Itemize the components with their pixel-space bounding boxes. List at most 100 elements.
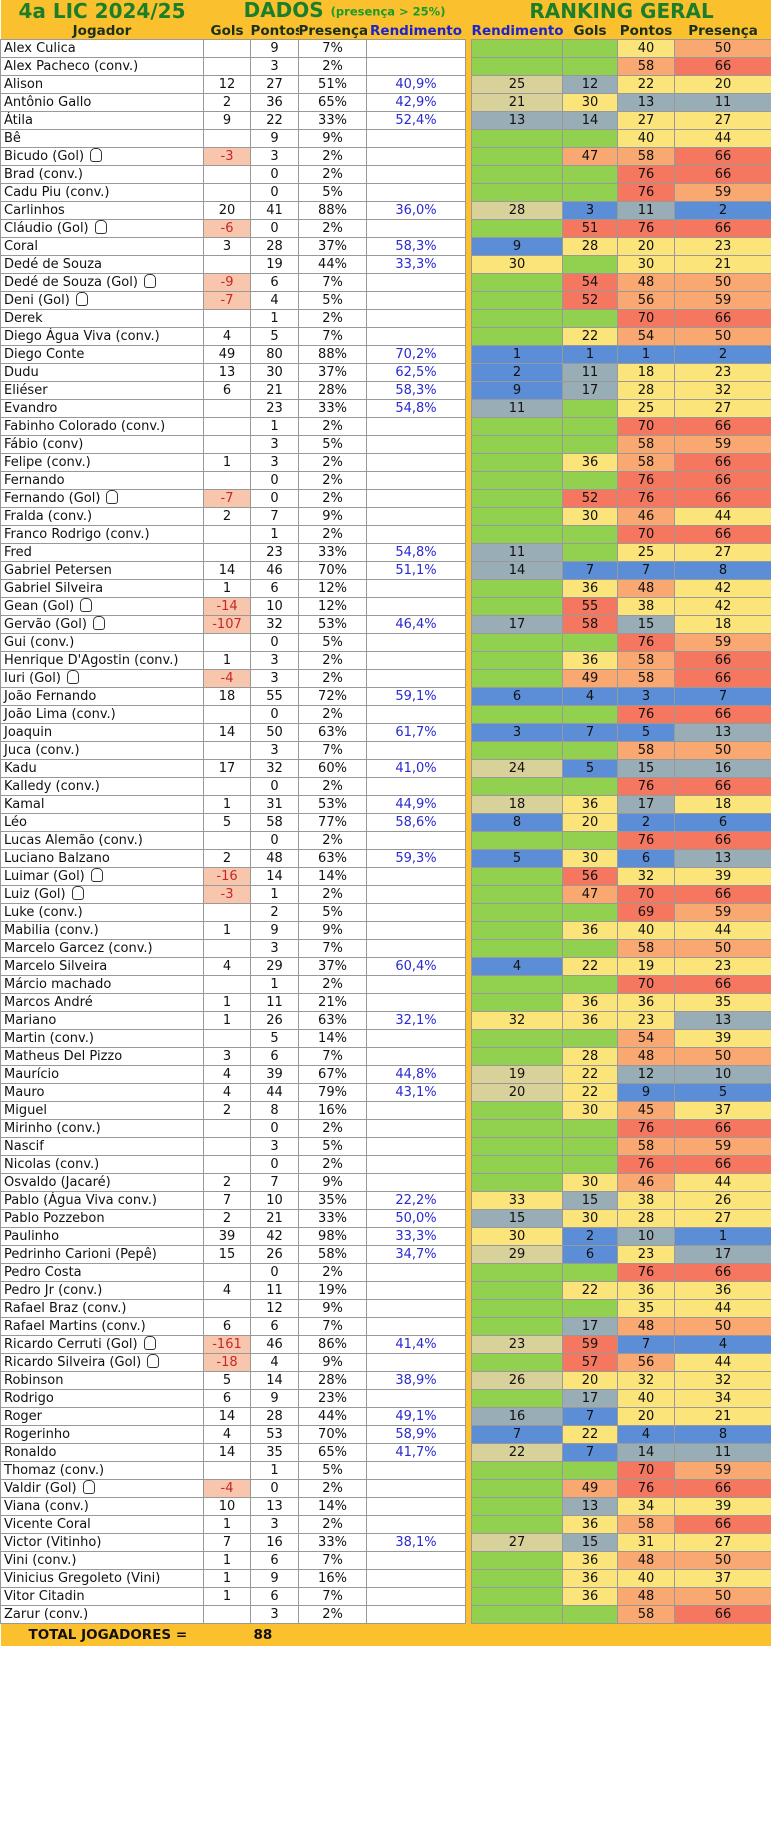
player-name-cell: Thomaz (conv.) — [0, 1461, 204, 1480]
player-name-cell: Joaquin — [0, 723, 204, 742]
rank-gols-cell: 36 — [562, 993, 619, 1012]
rank-gols-cell: 6 — [562, 1245, 619, 1264]
rendimento-cell: 62,5% — [365, 363, 467, 382]
presenca-cell: 67% — [298, 1065, 367, 1084]
rank-pontos-cell: 15 — [617, 759, 676, 778]
pontos-cell: 26 — [250, 1011, 299, 1030]
presenca-cell: 7% — [298, 327, 367, 346]
rank-pontos-cell: 32 — [617, 1371, 676, 1390]
goalkeeper-glove-icon — [71, 886, 84, 900]
pontos-cell: 32 — [250, 759, 299, 778]
pontos-cell: 2 — [250, 903, 299, 922]
rank-gols-cell: 54 — [562, 273, 619, 292]
gols-cell: 5 — [203, 813, 251, 832]
player-name: Diego Água Viva (conv.) — [4, 328, 160, 344]
goalkeeper-glove-icon — [94, 220, 107, 234]
pontos-cell: 14 — [250, 867, 299, 886]
rendimento-cell — [365, 1155, 467, 1174]
rendimento-cell: 38,9% — [365, 1371, 467, 1390]
table-row: Vinicius Gregoleto (Vini) 1 9 16% 36 40 37 — [0, 1569, 771, 1588]
rendimento-cell: 49,1% — [365, 1407, 467, 1426]
pontos-cell: 29 — [250, 957, 299, 976]
col-header-jogador: Jogador — [0, 22, 204, 40]
player-name-cell: Nascif — [0, 1137, 204, 1156]
rank-pontos-cell: 58 — [617, 741, 676, 760]
rank-presenca-cell: 7 — [674, 687, 771, 706]
rank-presenca-cell: 66 — [674, 975, 771, 994]
presenca-cell: 65% — [298, 1443, 367, 1462]
rank-pontos-cell: 22 — [617, 75, 676, 94]
rank-presenca-cell: 66 — [674, 147, 771, 166]
total-count: 88 — [250, 1623, 299, 1646]
rank-gols-cell — [562, 471, 619, 490]
presenca-cell: 7% — [298, 1317, 367, 1336]
rendimento-cell: 46,4% — [365, 615, 467, 634]
gols-cell: -9 — [203, 273, 251, 292]
rank-pontos-cell: 40 — [617, 39, 676, 58]
presenca-cell: 16% — [298, 1101, 367, 1120]
player-name-cell: Antônio Gallo — [0, 93, 204, 112]
rank-pontos-cell: 48 — [617, 1587, 676, 1606]
table-row: Zarur (conv.) 3 2% 58 66 — [0, 1605, 771, 1624]
rank-pontos-cell: 2 — [617, 813, 676, 832]
rank-rendimento-cell: 9 — [471, 381, 564, 400]
rank-gols-cell — [562, 165, 619, 184]
rank-rendimento-cell: 27 — [471, 1533, 564, 1552]
player-name-cell: Kamal — [0, 795, 204, 814]
rank-presenca-cell: 66 — [674, 831, 771, 850]
rendimento-cell — [365, 435, 467, 454]
table-row: Gean (Gol) -14 10 12% 55 38 42 — [0, 597, 771, 616]
rank-rendimento-cell — [471, 597, 564, 616]
rendimento-cell — [365, 183, 467, 202]
rank-gols-cell: 36 — [562, 579, 619, 598]
rank-pontos-cell: 12 — [617, 1065, 676, 1084]
table-row: Luiz (Gol) -3 1 2% 47 70 66 — [0, 885, 771, 904]
rank-rendimento-cell: 11 — [471, 399, 564, 418]
rank-pontos-cell: 54 — [617, 327, 676, 346]
rank-presenca-cell: 27 — [674, 1533, 771, 1552]
presenca-cell: 2% — [298, 975, 367, 994]
presenca-cell: 98% — [298, 1227, 367, 1246]
player-name-cell: Cláudio (Gol) — [0, 219, 204, 238]
rank-presenca-cell: 59 — [674, 1461, 771, 1480]
table-row: Léo 5 58 77% 58,6% 8 20 2 6 — [0, 813, 771, 832]
pontos-cell: 21 — [250, 1209, 299, 1228]
presenca-cell: 65% — [298, 93, 367, 112]
rank-gols-cell — [562, 939, 619, 958]
player-name: Juca (conv.) — [4, 742, 80, 758]
gols-cell: 1 — [203, 453, 251, 472]
rank-rendimento-cell — [471, 633, 564, 652]
pontos-cell: 36 — [250, 93, 299, 112]
table-row: Osvaldo (Jacaré) 2 7 9% 30 46 44 — [0, 1173, 771, 1192]
table-row: Ronaldo 14 35 65% 41,7% 22 7 14 11 — [0, 1443, 771, 1462]
player-name: Marcos André — [4, 994, 93, 1010]
pontos-cell: 41 — [250, 201, 299, 220]
player-name-cell: Átila — [0, 111, 204, 130]
rendimento-cell — [365, 147, 467, 166]
rank-rendimento-cell — [471, 1587, 564, 1606]
pontos-cell: 1 — [250, 885, 299, 904]
rank-presenca-cell: 2 — [674, 201, 771, 220]
rank-gols-cell — [562, 1119, 619, 1138]
presenca-cell: 2% — [298, 1155, 367, 1174]
pontos-cell: 28 — [250, 1407, 299, 1426]
presenca-cell: 63% — [298, 1011, 367, 1030]
rank-gols-cell: 22 — [562, 1065, 619, 1084]
player-name-cell: Pablo (Água Viva conv.) — [0, 1191, 204, 1210]
player-name: Márcio machado — [4, 976, 112, 992]
table-row: Rogerinho 4 53 70% 58,9% 7 22 4 8 — [0, 1425, 771, 1444]
rank-pontos-cell: 48 — [617, 1551, 676, 1570]
pontos-cell: 35 — [250, 1443, 299, 1462]
player-name-cell: Valdir (Gol) — [0, 1479, 204, 1498]
rank-pontos-cell: 56 — [617, 291, 676, 310]
table-row: Fabinho Colorado (conv.) 1 2% 70 66 — [0, 417, 771, 436]
presenca-cell: 7% — [298, 939, 367, 958]
player-name: Iuri (Gol) — [4, 671, 61, 686]
gols-cell: -4 — [203, 1479, 251, 1498]
presenca-cell: 2% — [298, 219, 367, 238]
rank-gols-cell — [562, 777, 619, 796]
gols-cell: -14 — [203, 597, 251, 616]
rank-gols-cell: 15 — [562, 1533, 619, 1552]
rank-presenca-cell: 10 — [674, 1065, 771, 1084]
table-row: Vini (conv.) 1 6 7% 36 48 50 — [0, 1551, 771, 1570]
